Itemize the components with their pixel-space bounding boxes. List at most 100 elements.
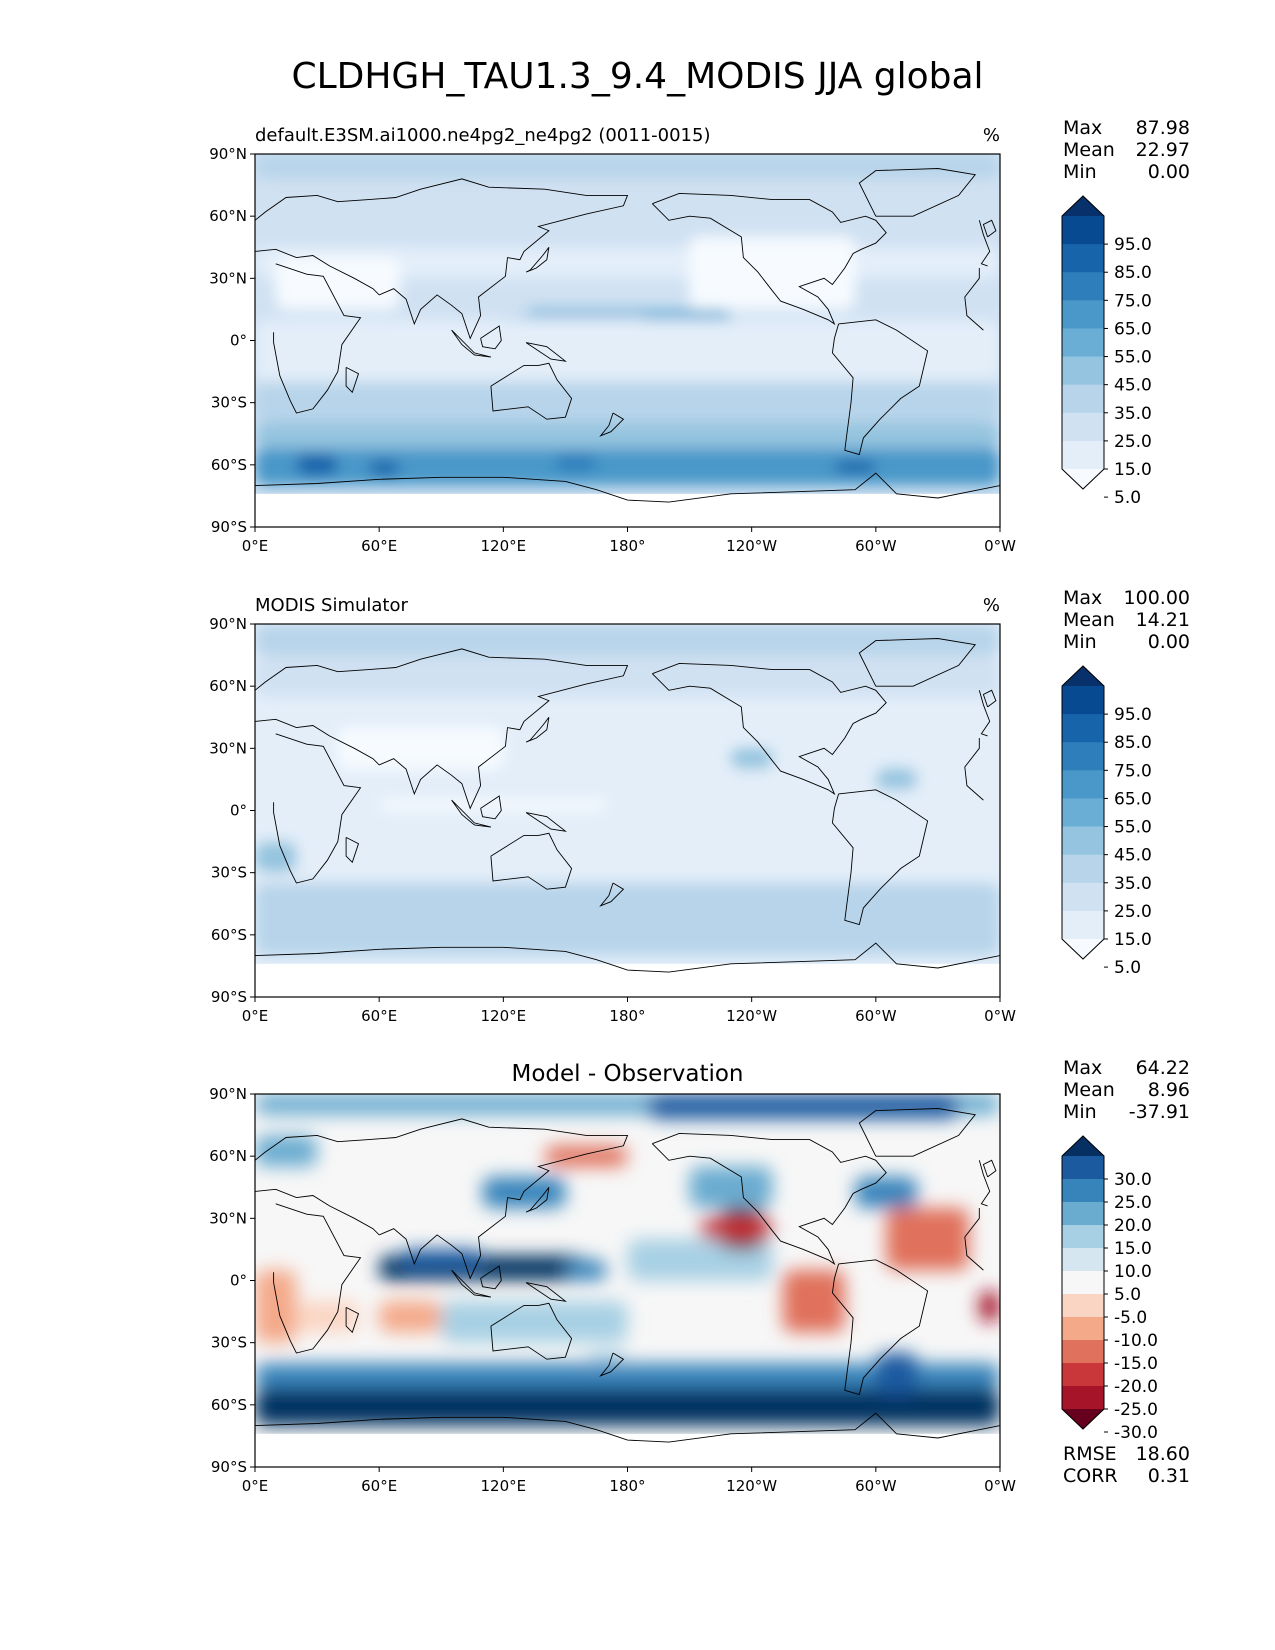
colorbar-bin — [1062, 440, 1104, 470]
coastline — [525, 247, 550, 273]
lon-tick-label: 120°W — [726, 1007, 777, 1025]
colorbar-label: 65.0 — [1114, 319, 1152, 339]
contour-region — [255, 1388, 1000, 1426]
colorbar-bin — [1062, 798, 1104, 828]
contour-region — [255, 831, 1000, 884]
contour-region — [255, 1363, 1000, 1389]
contour-region — [368, 460, 400, 476]
stat-value: 0.31 — [1148, 1465, 1190, 1487]
lon-tick-label: 120°E — [481, 1007, 527, 1025]
coastline — [982, 1159, 997, 1178]
lon-tick-label: 0°W — [984, 537, 1016, 555]
contour-field — [255, 1094, 1000, 1467]
stat-label: Min — [1063, 631, 1097, 653]
contour-region — [296, 1301, 359, 1333]
colorbar-label: 65.0 — [1114, 789, 1152, 809]
coastline — [831, 319, 929, 456]
coastline — [982, 219, 997, 238]
contour-region — [689, 1166, 773, 1208]
map-panel-reference: 90°N 60°N 30°N 0° 30°S 60°S 90°S0°E 60°E 120°E 18… — [209, 587, 1190, 1025]
stat-value: 0.00 — [1148, 631, 1190, 653]
colorbar-bin — [1062, 216, 1104, 245]
colorbar-extend-min — [1062, 469, 1104, 489]
contour-region — [979, 1290, 1000, 1322]
coastline — [451, 329, 492, 358]
coastline — [255, 472, 1000, 527]
colorbar-bin — [1062, 328, 1104, 358]
coastline — [525, 812, 568, 832]
units-label: % — [983, 595, 1000, 616]
lat-tick-label: 90°N — [209, 615, 247, 633]
colorbar-bin — [1062, 1294, 1104, 1318]
coastline — [525, 717, 550, 743]
coastline — [273, 1203, 984, 1354]
units-label: % — [983, 125, 1000, 146]
colorbar-bin — [1062, 1317, 1104, 1341]
coastline — [490, 1302, 573, 1360]
field-blobs — [255, 624, 1000, 956]
coastline — [451, 799, 492, 828]
colorbar-extend-min — [1062, 939, 1104, 959]
coastline — [858, 168, 977, 217]
colorbar-label: 25.0 — [1114, 432, 1152, 452]
lat-tick-label: 30°S — [211, 1334, 247, 1352]
contour-region — [699, 1218, 773, 1240]
colorbar-bin — [1062, 1225, 1104, 1249]
contour-region — [255, 154, 1000, 179]
contour-region — [255, 448, 1000, 486]
colorbar-bin — [1062, 1179, 1104, 1203]
coastline — [273, 733, 984, 884]
coastline — [525, 1187, 550, 1213]
stat-value: 14.21 — [1136, 609, 1190, 631]
contour-region — [544, 1145, 628, 1167]
colorbar-bin — [1062, 1340, 1104, 1364]
colorbar-label: -15.0 — [1114, 1354, 1158, 1374]
colorbar-label: 35.0 — [1114, 404, 1152, 424]
colorbar-label: 75.0 — [1114, 761, 1152, 781]
panel-title: default.E3SM.ai1000.ne4pg2_ne4pg2 (0011-… — [255, 125, 710, 146]
coastline — [480, 325, 502, 350]
contour-region — [855, 1176, 918, 1208]
lon-tick-label: 60°W — [855, 1477, 897, 1495]
coastline — [858, 638, 977, 687]
coastline — [345, 1306, 360, 1334]
colorbar-bin — [1062, 356, 1104, 386]
coastline — [255, 178, 629, 340]
coastline — [451, 1269, 492, 1298]
lat-tick-label: 0° — [230, 332, 247, 350]
colorbar-bin — [1062, 770, 1104, 799]
stat-label: CORR — [1063, 1465, 1118, 1487]
coastline — [490, 362, 573, 420]
colorbar-bin — [1062, 272, 1104, 301]
missing-data-region — [255, 963, 1000, 997]
colorbar-label: 95.0 — [1114, 705, 1152, 725]
colorbar-label: 55.0 — [1114, 818, 1152, 838]
lon-tick-label: 120°W — [726, 1477, 777, 1495]
coastline — [255, 1118, 629, 1280]
colorbar-label: 25.0 — [1114, 1193, 1152, 1213]
contour-region — [482, 1176, 566, 1208]
panel-title: Model - Observation — [511, 1061, 743, 1087]
lon-tick-label: 0°E — [242, 537, 269, 555]
stat-value: 100.00 — [1124, 587, 1190, 609]
colorbar-bin — [1062, 300, 1104, 329]
coastline — [982, 689, 997, 708]
coastline — [273, 263, 984, 414]
contour-region — [255, 381, 1000, 424]
coastline — [480, 1265, 502, 1290]
colorbar-label: -30.0 — [1114, 1423, 1158, 1443]
coastline — [831, 789, 929, 926]
colorbar-label: 55.0 — [1114, 348, 1152, 368]
colorbar: 95.0 85.0 75.0 65.0 55.0 45.0 35.0 25.0 15.0 5.0 — [1061, 195, 1152, 508]
colorbar-label: 35.0 — [1114, 874, 1152, 894]
colorbar-bin — [1062, 1202, 1104, 1226]
lat-tick-label: 30°N — [209, 269, 247, 287]
colorbar-bin — [1062, 244, 1104, 273]
lon-tick-label: 120°W — [726, 537, 777, 555]
coastline — [255, 1412, 1000, 1467]
lat-tick-label: 30°S — [211, 394, 247, 412]
colorbar-extend-max — [1062, 666, 1104, 686]
coastline — [599, 882, 625, 907]
contour-region — [255, 216, 1000, 248]
stat-label: RMSE — [1063, 1443, 1117, 1465]
